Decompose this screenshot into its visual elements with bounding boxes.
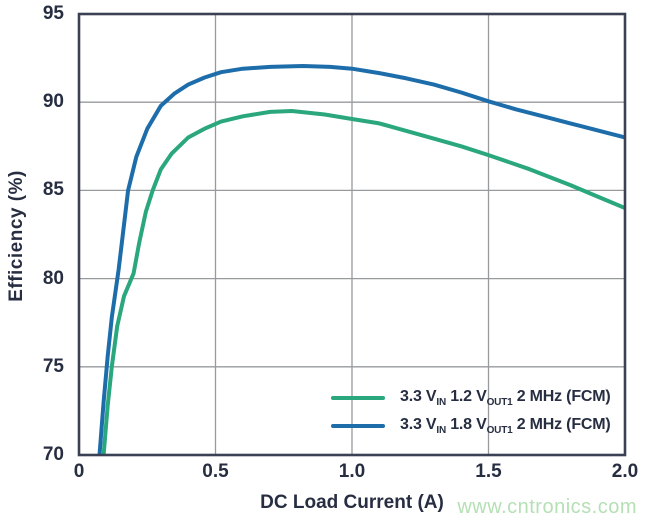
y-tick-label: 70 (42, 444, 64, 465)
x-tick-label: 1.0 (338, 461, 366, 482)
series-line-1 (97, 64, 625, 455)
legend-label: 3.3 VIN 1.8 VOUT1 2 MHz (FCM) (400, 416, 611, 436)
x-tick-label: 0 (73, 461, 85, 482)
y-tick-label: 95 (42, 3, 64, 24)
legend-item: 3.3 VIN 1.2 VOUT1 2 MHz (FCM) (331, 384, 611, 412)
x-tick-label: 1.5 (475, 461, 502, 482)
watermark-text: www.cntronics.com (457, 496, 637, 518)
y-tick-label: 90 (42, 91, 64, 113)
chart-legend: 3.3 VIN 1.2 VOUT1 2 MHz (FCM) 3.3 VIN 1.8… (331, 384, 611, 440)
legend-swatch-line (331, 395, 385, 401)
legend-swatch-line (331, 423, 385, 429)
y-axis-title: Efficiency (%) (6, 170, 27, 302)
x-tick-label: 0.5 (202, 461, 229, 482)
y-tick-label: 80 (42, 267, 64, 289)
x-axis-title: DC Load Current (A) (260, 492, 444, 513)
x-tick-label: 2.0 (611, 461, 639, 482)
y-tick-label: 85 (42, 179, 64, 201)
y-tick-label: 75 (42, 355, 64, 377)
legend-label: 3.3 VIN 1.2 VOUT1 2 MHz (FCM) (400, 388, 611, 408)
series-line-0 (101, 109, 625, 455)
plot-border (77, 12, 627, 457)
legend-item: 3.3 VIN 1.8 VOUT1 2 MHz (FCM) (331, 412, 611, 440)
